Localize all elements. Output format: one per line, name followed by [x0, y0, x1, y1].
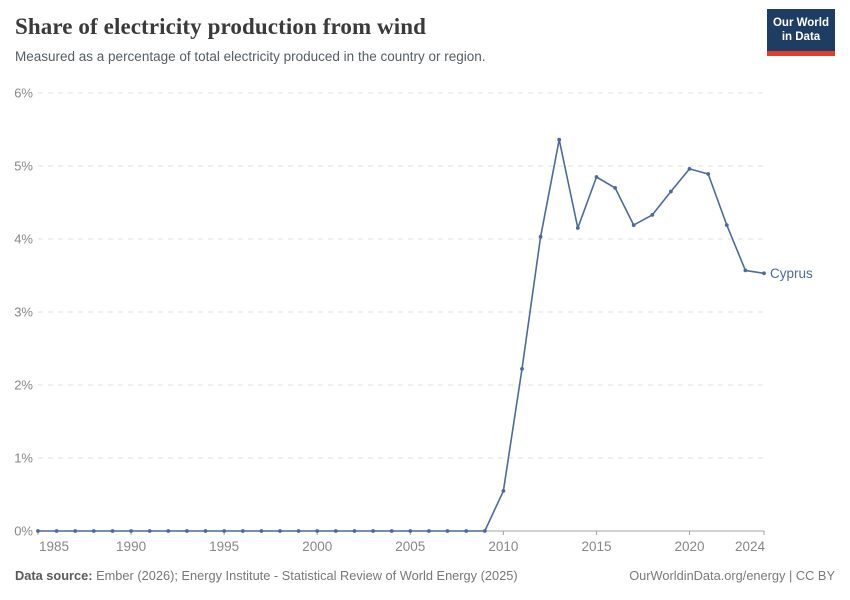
data-point[interactable] — [147, 529, 152, 533]
y-tick-label: 4% — [14, 232, 33, 247]
data-point[interactable] — [631, 223, 636, 228]
y-tick-label: 3% — [14, 305, 33, 320]
data-source-label: Data source: — [15, 568, 93, 583]
data-point[interactable] — [389, 529, 394, 533]
y-tick-label: 0% — [14, 524, 33, 539]
data-point[interactable] — [73, 529, 78, 533]
data-point[interactable] — [557, 137, 562, 142]
data-point[interactable] — [482, 529, 487, 533]
page-title: Share of electricity production from win… — [15, 14, 427, 39]
data-point[interactable] — [278, 529, 282, 533]
data-point[interactable] — [240, 529, 245, 533]
x-tick-label: 2000 — [302, 539, 332, 554]
data-point[interactable] — [315, 529, 320, 533]
data-point[interactable] — [333, 529, 338, 533]
data-point[interactable] — [185, 529, 189, 533]
owid-logo-line1: Our World — [772, 17, 829, 29]
data-point[interactable] — [203, 529, 208, 533]
data-point[interactable] — [166, 529, 171, 533]
data-point[interactable] — [36, 529, 40, 533]
x-tick-label: 2020 — [675, 539, 705, 554]
x-tick-label: 2015 — [581, 539, 611, 554]
chart-subtitle: Measured as a percentage of total electr… — [15, 49, 486, 64]
data-point[interactable] — [259, 529, 264, 533]
owid-logo[interactable]: Our World in Data — [767, 9, 835, 56]
x-tick-label: 1985 — [39, 539, 69, 554]
data-point[interactable] — [352, 529, 357, 533]
chart-footer: Data source: Ember (2026); Energy Instit… — [15, 568, 835, 583]
y-tick-label: 2% — [14, 378, 33, 393]
data-point[interactable] — [427, 529, 431, 533]
x-tick-label: 2005 — [395, 539, 425, 554]
x-tick-label: 1990 — [116, 539, 146, 554]
data-point[interactable] — [54, 529, 59, 533]
data-point[interactable] — [445, 529, 450, 533]
y-tick-label: 5% — [14, 159, 33, 174]
data-point[interactable] — [706, 172, 711, 176]
x-tick-label: 2024 — [735, 539, 766, 554]
data-point[interactable] — [110, 529, 115, 533]
data-point[interactable] — [575, 226, 580, 230]
data-point[interactable] — [296, 529, 301, 533]
data-point[interactable] — [743, 268, 748, 273]
data-point[interactable] — [408, 529, 413, 533]
owid-logo-line2: in Data — [781, 31, 821, 44]
data-point[interactable] — [613, 186, 617, 190]
x-tick-label: 2010 — [488, 539, 518, 554]
data-point[interactable] — [687, 167, 692, 171]
data-point[interactable] — [650, 213, 655, 217]
data-point[interactable] — [762, 271, 766, 276]
data-point[interactable] — [594, 175, 599, 179]
data-point[interactable] — [669, 189, 673, 194]
data-point[interactable] — [222, 529, 227, 533]
data-source-note: Data source: Ember (2026); Energy Instit… — [15, 568, 518, 583]
owid-credit-link[interactable]: OurWorldinData.org/energy | CC BY — [629, 568, 835, 583]
data-source-text: Ember (2026); Energy Institute - Statist… — [96, 568, 518, 583]
x-tick-label: 1995 — [209, 539, 239, 554]
chart-header: Share of electricity production from win… — [15, 9, 835, 64]
data-point[interactable] — [91, 529, 96, 533]
data-point[interactable] — [464, 529, 469, 533]
data-point[interactable] — [724, 223, 729, 228]
y-tick-label: 1% — [14, 451, 33, 466]
y-tick-label: 6% — [14, 86, 33, 101]
data-point[interactable] — [501, 489, 506, 493]
data-point[interactable] — [129, 529, 134, 533]
series-line-cyprus[interactable] — [37, 138, 765, 532]
series-label-cyprus[interactable]: Cyprus — [770, 266, 813, 281]
data-point[interactable] — [538, 234, 543, 239]
data-point[interactable] — [371, 529, 375, 533]
data-point[interactable] — [520, 367, 524, 371]
